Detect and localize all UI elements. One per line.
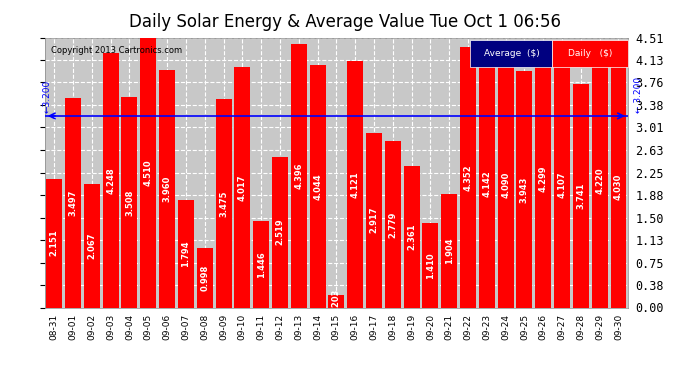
Bar: [310, 65, 326, 308]
Text: 3.943: 3.943: [520, 176, 529, 203]
Bar: [347, 61, 363, 308]
Text: 4.121: 4.121: [351, 171, 359, 198]
Bar: [497, 63, 513, 308]
Bar: [611, 66, 627, 308]
Text: 4.017: 4.017: [238, 174, 247, 201]
Text: 2.917: 2.917: [369, 207, 379, 233]
Text: 2.779: 2.779: [388, 211, 397, 237]
Bar: [516, 72, 533, 308]
Bar: [215, 99, 232, 308]
Text: 2.361: 2.361: [407, 224, 416, 250]
Bar: [197, 248, 213, 308]
Text: 4.142: 4.142: [482, 170, 491, 197]
Bar: [422, 223, 438, 308]
Text: Copyright 2013 Cartronics.com: Copyright 2013 Cartronics.com: [50, 46, 181, 55]
Text: 0.203: 0.203: [332, 288, 341, 315]
Text: 2.151: 2.151: [50, 230, 59, 256]
Text: 3.475: 3.475: [219, 190, 228, 217]
Bar: [121, 98, 137, 308]
Bar: [159, 70, 175, 308]
Bar: [103, 53, 119, 307]
FancyBboxPatch shape: [471, 40, 552, 67]
Text: 3.960: 3.960: [163, 176, 172, 202]
Text: 4.396: 4.396: [294, 163, 304, 189]
Bar: [65, 98, 81, 308]
Text: 4.030: 4.030: [614, 174, 623, 200]
Bar: [253, 221, 269, 308]
Text: 4.299: 4.299: [539, 166, 548, 192]
Text: 4.107: 4.107: [558, 171, 566, 198]
Bar: [404, 166, 420, 308]
Text: 4.090: 4.090: [501, 172, 510, 198]
Bar: [272, 157, 288, 308]
Text: 4.248: 4.248: [106, 167, 115, 194]
Bar: [554, 62, 570, 308]
FancyBboxPatch shape: [552, 40, 628, 67]
Bar: [385, 141, 401, 308]
Text: Daily Solar Energy & Average Value Tue Oct 1 06:56: Daily Solar Energy & Average Value Tue O…: [129, 13, 561, 31]
Text: 1.446: 1.446: [257, 251, 266, 278]
Bar: [460, 47, 476, 308]
Bar: [140, 38, 157, 308]
Text: ←3.200: ←3.200: [42, 80, 51, 113]
Bar: [366, 133, 382, 308]
Bar: [535, 50, 551, 308]
Bar: [479, 60, 495, 308]
Text: 4.352: 4.352: [464, 164, 473, 190]
Text: 3.741: 3.741: [576, 182, 585, 209]
Text: 3.508: 3.508: [125, 189, 134, 216]
Text: 1.410: 1.410: [426, 252, 435, 279]
Bar: [46, 179, 62, 308]
Text: 0.998: 0.998: [200, 264, 209, 291]
Bar: [290, 44, 307, 308]
Bar: [235, 67, 250, 308]
Text: 2.519: 2.519: [275, 219, 284, 245]
Text: 4.044: 4.044: [313, 173, 322, 200]
Text: Daily   ($): Daily ($): [568, 49, 612, 58]
Text: 1.904: 1.904: [445, 237, 454, 264]
Text: 3.497: 3.497: [68, 190, 77, 216]
Text: Average  ($): Average ($): [484, 49, 540, 58]
Text: ← 3.200: ← 3.200: [635, 77, 644, 113]
Bar: [178, 200, 194, 308]
Text: 4.510: 4.510: [144, 159, 152, 186]
Text: 4.220: 4.220: [595, 168, 604, 195]
Bar: [84, 184, 100, 308]
Bar: [328, 296, 344, 307]
Bar: [573, 84, 589, 308]
Text: 1.794: 1.794: [181, 240, 190, 267]
Text: 2.067: 2.067: [88, 232, 97, 259]
Bar: [592, 55, 608, 308]
Bar: [441, 194, 457, 308]
